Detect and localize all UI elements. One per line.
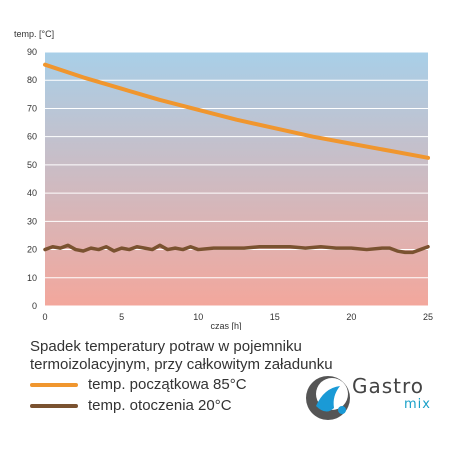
x-tick-label: 10 xyxy=(193,312,203,322)
y-tick-label: 60 xyxy=(27,132,37,142)
y-tick-label: 30 xyxy=(27,216,37,226)
series-lines xyxy=(43,62,430,255)
temperature-chart: 0 10 20 30 40 50 60 70 80 90 0 5 10 15 20 25 temp. [°C]… xyxy=(14,29,433,330)
y-tick-label: 50 xyxy=(27,160,37,170)
chart-caption: Spadek temperatury potraw w pojemniku te… xyxy=(30,338,410,374)
y-tick-label: 0 xyxy=(32,301,37,311)
x-tick-label: 15 xyxy=(270,312,280,322)
y-tick-label: 40 xyxy=(27,188,37,198)
legend-label: temp. początkowa 85°C xyxy=(88,376,247,393)
water-drop-logo-icon xyxy=(306,376,350,420)
y-tick-label: 20 xyxy=(27,245,37,255)
series-line-1 xyxy=(43,243,430,255)
plot-background xyxy=(45,52,428,306)
legend-swatch-brown xyxy=(30,404,78,408)
caption-line-2: termoizolacyjnym, przy całkowitym załadu… xyxy=(30,356,333,373)
y-tick-label: 70 xyxy=(27,103,37,113)
legend-swatch-orange xyxy=(30,383,78,387)
x-tick-label: 0 xyxy=(42,312,47,322)
x-tick-label: 20 xyxy=(346,312,356,322)
legend-item-ambient-temp: temp. otoczenia 20°C xyxy=(30,397,330,415)
y-tick-label: 10 xyxy=(27,273,37,283)
y-tick-label: 90 xyxy=(27,47,37,57)
caption-line-1: Spadek temperatury potraw w pojemniku xyxy=(30,338,302,355)
logo-word: Gastro xyxy=(352,374,425,398)
x-axis-label: czas [h] xyxy=(210,321,241,330)
legend-label: temp. otoczenia 20°C xyxy=(88,397,232,414)
tick-labels: 0 10 20 30 40 50 60 70 80 90 0 5 10 15 20 25 xyxy=(27,47,433,322)
gastromix-logo: Gastro mix xyxy=(302,370,442,430)
y-axis-label: temp. [°C] xyxy=(14,29,54,39)
legend-item-initial-temp: temp. początkowa 85°C xyxy=(30,376,330,394)
series-line-0 xyxy=(43,62,430,160)
x-tick-label: 5 xyxy=(119,312,124,322)
x-tick-label: 25 xyxy=(423,312,433,322)
y-tick-label: 80 xyxy=(27,75,37,85)
logo-sub: mix xyxy=(404,397,431,412)
